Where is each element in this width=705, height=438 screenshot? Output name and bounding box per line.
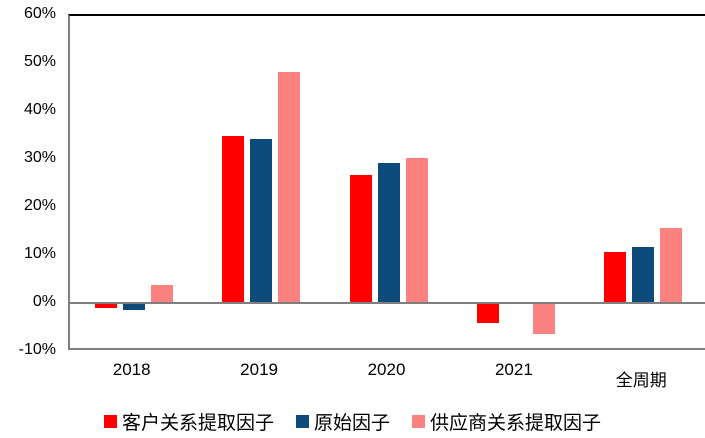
bar-series1-2020 xyxy=(349,174,372,302)
bar-series3-2019 xyxy=(278,71,301,302)
legend-item: 原始因子 xyxy=(295,408,390,435)
bar-series1-全周期 xyxy=(604,251,627,302)
y-axis-label: 40% xyxy=(23,101,56,118)
bar-series1-2021 xyxy=(476,304,499,324)
x-axis-label: 2018 xyxy=(112,360,151,379)
bar-series3-2020 xyxy=(405,158,428,302)
y-axis-label: 50% xyxy=(23,53,56,70)
x-axis-label: 2021 xyxy=(494,360,533,379)
bar-series3-全周期 xyxy=(660,227,683,302)
bar-series3-2018 xyxy=(150,284,173,302)
legend-swatch-icon xyxy=(103,415,117,428)
x-axis-label: 2020 xyxy=(367,360,406,379)
legend-swatch-icon xyxy=(412,415,425,428)
y-axis-label: 0% xyxy=(32,293,56,310)
y-axis-label: 30% xyxy=(23,149,56,166)
legend-swatch-icon xyxy=(295,415,309,428)
x-axis-label: 全周期 xyxy=(615,371,667,390)
y-axis-label: 20% xyxy=(23,197,56,214)
legend-item: 供应商关系提取因子 xyxy=(412,408,601,435)
legend: 客户关系提取因子 原始因子 供应商关系提取因子 xyxy=(0,408,705,435)
legend-label: 原始因子 xyxy=(313,413,390,434)
x-axis-label: 2019 xyxy=(240,360,279,379)
legend-label: 客户关系提取因子 xyxy=(121,413,274,434)
plot-area xyxy=(68,14,705,350)
bar-series2-2018 xyxy=(122,304,145,310)
bar-series2-全周期 xyxy=(632,246,655,302)
y-axis-label: -10% xyxy=(18,341,56,358)
legend-item: 客户关系提取因子 xyxy=(103,408,274,435)
bar-series1-2019 xyxy=(222,136,245,302)
bar-series2-2019 xyxy=(250,138,273,302)
y-axis: 60% 50% 40% 30% 20% 10% 0% -10% xyxy=(0,0,56,438)
legend-label: 供应商关系提取因子 xyxy=(430,413,602,434)
bar-series2-2020 xyxy=(377,162,400,302)
bar-series3-2021 xyxy=(532,304,555,334)
bar-series1-2018 xyxy=(94,304,117,308)
y-axis-label: 60% xyxy=(23,5,56,22)
y-axis-label: 10% xyxy=(23,245,56,262)
zero-line xyxy=(70,302,705,304)
